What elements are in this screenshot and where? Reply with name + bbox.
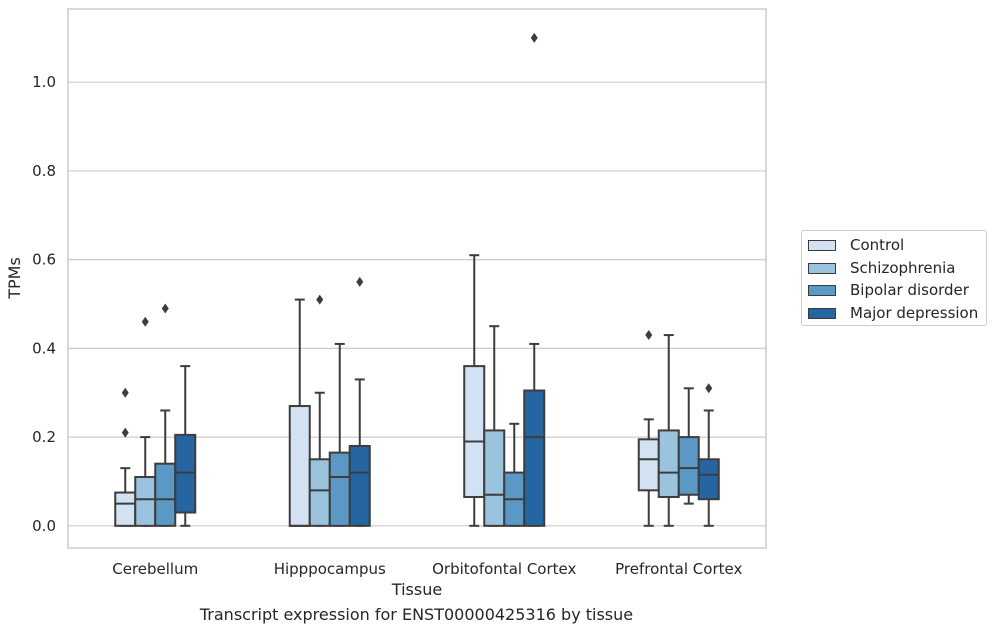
x-tick-label: Hipppocampus bbox=[274, 560, 386, 578]
outlier-point bbox=[530, 32, 538, 43]
y-tick-labels: 0.0 0.2 0.4 0.6 0.8 1.0 bbox=[32, 73, 56, 535]
box bbox=[637, 330, 660, 527]
box bbox=[288, 298, 311, 527]
box-iqr bbox=[483, 429, 506, 527]
box bbox=[677, 387, 700, 505]
box-iqr bbox=[523, 389, 546, 527]
box-iqr bbox=[463, 365, 486, 498]
legend-swatch-control bbox=[808, 239, 836, 251]
box bbox=[114, 387, 137, 527]
box-iqr bbox=[174, 433, 197, 514]
box-iqr bbox=[348, 444, 371, 527]
outlier-point bbox=[141, 316, 149, 327]
x-tick-label: Orbitofontal Cortex bbox=[432, 560, 576, 578]
outlier-point bbox=[645, 330, 653, 341]
y-tick-label: 1.0 bbox=[32, 73, 56, 91]
outlier-point bbox=[705, 383, 713, 394]
outlier-point bbox=[161, 303, 169, 314]
box-iqr bbox=[657, 429, 680, 498]
legend-item-bipolar-disorder: Bipolar disorder bbox=[808, 280, 969, 300]
legend-item-control: Control bbox=[808, 235, 904, 255]
box bbox=[483, 325, 506, 527]
x-tick-label: Cerebellum bbox=[112, 560, 198, 578]
legend-label-bipolar-disorder: Bipolar disorder bbox=[850, 281, 969, 299]
box bbox=[134, 316, 157, 527]
legend-swatch-major-depression bbox=[808, 307, 836, 319]
series-bipolar-disorder bbox=[154, 303, 700, 527]
box-iqr bbox=[697, 458, 720, 501]
box-iqr bbox=[114, 491, 137, 527]
x-tick-label: Prefrontal Cortex bbox=[615, 560, 742, 578]
box-iqr bbox=[637, 438, 660, 492]
y-tick-label: 0.0 bbox=[32, 517, 56, 535]
plot-frame bbox=[67, 8, 767, 549]
box-iqr bbox=[288, 405, 311, 527]
box-iqr bbox=[328, 451, 351, 527]
legend-item-major-depression: Major depression bbox=[808, 303, 978, 323]
box bbox=[503, 422, 526, 527]
outlier-point bbox=[121, 427, 129, 438]
box-iqr bbox=[134, 476, 157, 527]
box-plot-series bbox=[114, 32, 720, 527]
legend-swatch-schizophrenia bbox=[808, 262, 836, 274]
y-tick-label: 0.2 bbox=[32, 428, 56, 446]
box bbox=[657, 334, 680, 527]
box bbox=[523, 32, 546, 527]
box bbox=[348, 276, 371, 527]
box bbox=[697, 383, 720, 527]
legend-label-major-depression: Major depression bbox=[850, 304, 979, 322]
x-axis-label: Tissue bbox=[391, 580, 442, 599]
legend-swatch-bipolar-disorder bbox=[808, 284, 836, 296]
box-iqr bbox=[308, 458, 331, 527]
legend: Control Schizophrenia Bipolar disorder M… bbox=[801, 230, 987, 326]
outlier-point bbox=[356, 276, 364, 287]
legend-label-control: Control bbox=[850, 236, 905, 254]
figure-caption: Transcript expression for ENST0000042531… bbox=[199, 605, 634, 624]
box bbox=[328, 342, 351, 527]
series-control bbox=[114, 254, 660, 527]
box-iqr bbox=[154, 462, 177, 527]
y-tick-label: 0.4 bbox=[32, 339, 56, 357]
box bbox=[174, 365, 197, 527]
y-axis-label: TPMs bbox=[5, 257, 24, 300]
legend-item-schizophrenia: Schizophrenia bbox=[808, 258, 955, 278]
box bbox=[463, 254, 486, 527]
outlier-point bbox=[121, 387, 129, 398]
box-iqr bbox=[677, 436, 700, 496]
box bbox=[308, 294, 331, 527]
box bbox=[154, 303, 177, 527]
x-tick-labels: Cerebellum Hipppocampus Orbitofontal Corte… bbox=[112, 560, 742, 578]
legend-label-schizophrenia: Schizophrenia bbox=[850, 259, 956, 277]
series-schizophrenia bbox=[134, 294, 680, 527]
outlier-point bbox=[316, 294, 324, 305]
y-tick-label: 0.8 bbox=[32, 162, 56, 180]
series-major-depression bbox=[174, 32, 720, 527]
y-tick-label: 0.6 bbox=[32, 251, 56, 269]
